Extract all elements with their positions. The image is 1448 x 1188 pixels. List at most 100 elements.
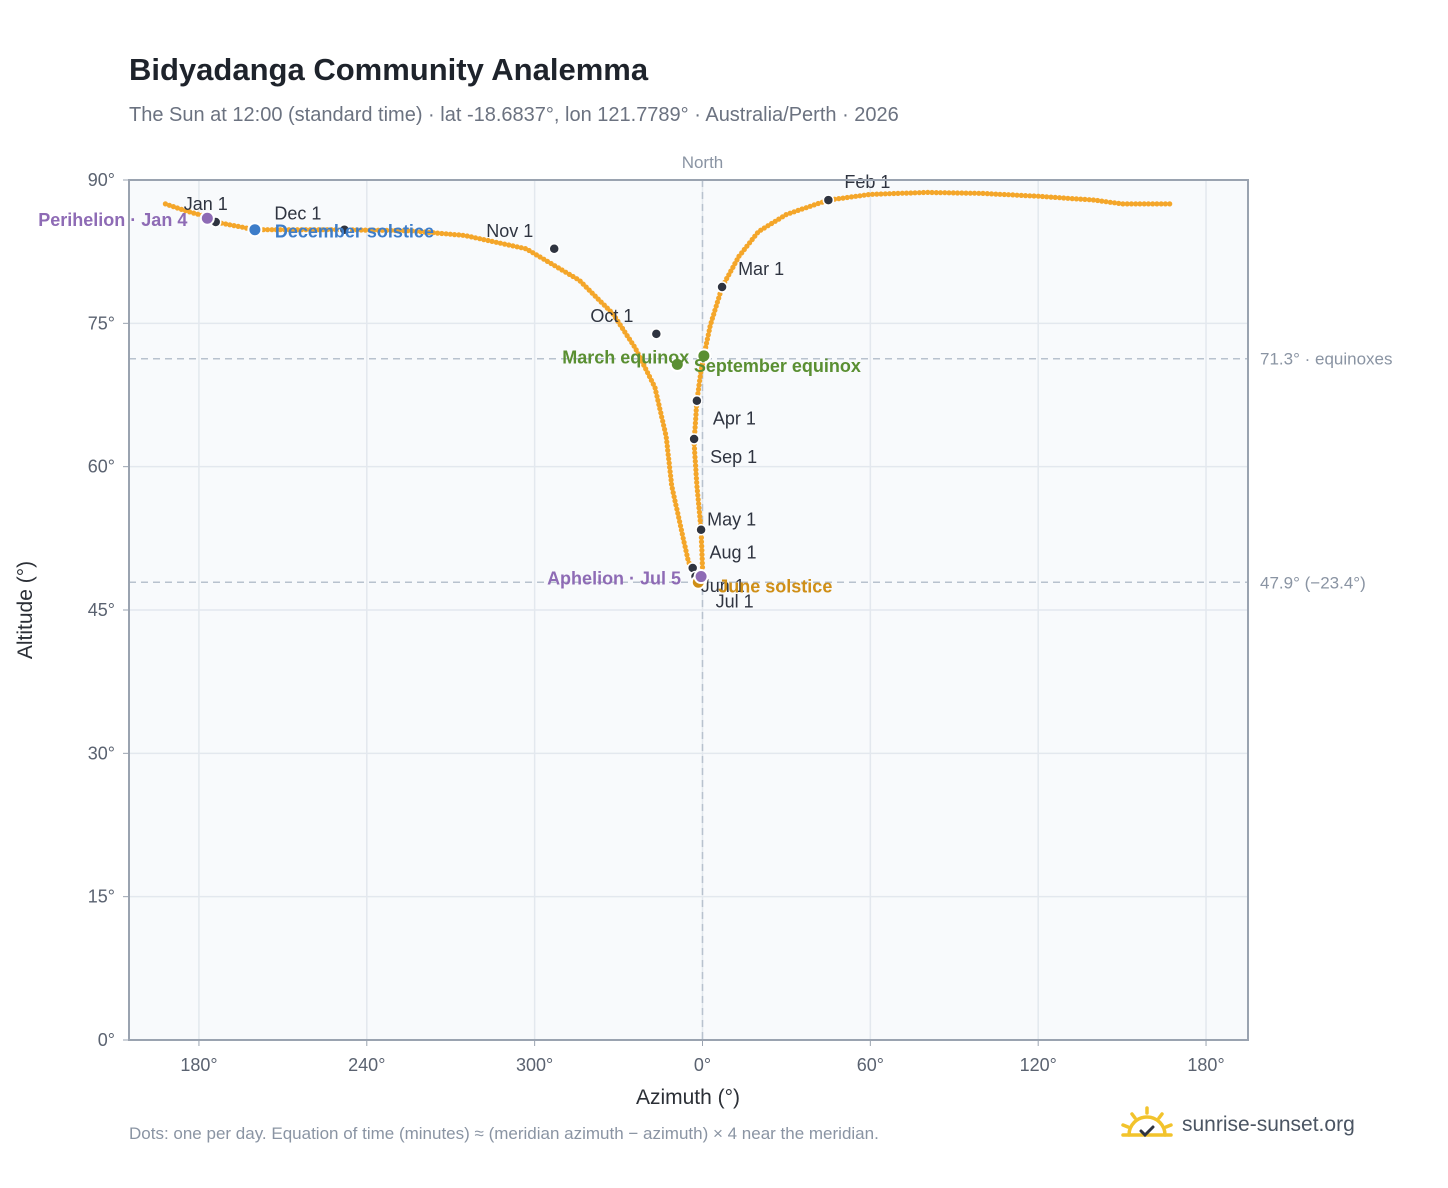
day-dot bbox=[815, 200, 821, 207]
month-label: Aug 1 bbox=[709, 543, 756, 563]
day-dot bbox=[191, 210, 197, 216]
day-dot bbox=[1065, 195, 1071, 201]
day-dot bbox=[333, 227, 339, 233]
day-dot bbox=[1069, 196, 1075, 202]
day-dot bbox=[712, 307, 718, 313]
day-dot bbox=[693, 416, 699, 422]
month-label: Sep 1 bbox=[710, 447, 757, 467]
event-marker bbox=[696, 348, 712, 364]
month-label: Apr 1 bbox=[713, 409, 756, 429]
chart-title: Bidyadanga Community Analemma bbox=[129, 52, 649, 87]
day-dot bbox=[695, 390, 701, 397]
day-dot bbox=[714, 299, 721, 305]
day-dot bbox=[971, 190, 978, 196]
day-dot bbox=[657, 406, 663, 412]
month-label: Oct 1 bbox=[590, 306, 633, 326]
day-dot bbox=[706, 328, 712, 334]
north-label: North bbox=[682, 153, 724, 172]
reference-line-label: 71.3° · equinoxes bbox=[1260, 350, 1393, 369]
day-dot bbox=[807, 203, 813, 209]
day-dot bbox=[235, 223, 241, 229]
day-dot bbox=[668, 473, 674, 479]
day-dot bbox=[695, 386, 702, 392]
day-dot bbox=[650, 381, 656, 387]
day-dot bbox=[697, 374, 703, 380]
day-dot bbox=[698, 369, 704, 375]
day-dot bbox=[493, 239, 499, 245]
month-label: Jun 1 bbox=[701, 576, 745, 596]
day-dot bbox=[265, 227, 271, 233]
day-dot bbox=[656, 402, 662, 408]
month-label: Jul 1 bbox=[716, 591, 754, 611]
day-dot bbox=[663, 435, 669, 441]
day-dot bbox=[696, 501, 702, 507]
day-dot bbox=[665, 447, 671, 453]
day-dot bbox=[865, 192, 871, 198]
day-dot bbox=[693, 463, 699, 469]
day-dot bbox=[967, 190, 973, 196]
y-tick-label: 75° bbox=[88, 313, 115, 333]
day-dot bbox=[946, 190, 952, 196]
day-dot bbox=[708, 319, 714, 326]
day-dot bbox=[1116, 200, 1122, 206]
day-dot bbox=[506, 242, 512, 248]
day-dot bbox=[413, 228, 419, 234]
x-tick-label: 300° bbox=[516, 1055, 553, 1075]
day-dot bbox=[693, 467, 699, 473]
day-dot bbox=[1141, 201, 1147, 207]
day-dot bbox=[993, 191, 999, 197]
day-dot bbox=[698, 539, 705, 545]
brand-name[interactable]: sunrise-sunset.org bbox=[1182, 1113, 1355, 1136]
day-dot bbox=[1128, 201, 1134, 207]
x-axis-label: Azimuth (°) bbox=[636, 1086, 740, 1109]
chart-subtitle: The Sun at 12:00 (standard time) · lat -… bbox=[129, 104, 899, 126]
y-tick-label: 90° bbox=[88, 170, 115, 190]
day-dot bbox=[1035, 193, 1041, 199]
day-dot bbox=[674, 506, 680, 512]
day-dot bbox=[362, 227, 368, 233]
day-dot bbox=[195, 211, 201, 217]
day-dot bbox=[497, 240, 503, 246]
day-dot bbox=[692, 429, 698, 435]
day-dot bbox=[286, 227, 292, 233]
day-dot bbox=[658, 410, 664, 416]
event-label: Perihelion · Jan 4 bbox=[38, 210, 187, 230]
day-dot bbox=[954, 190, 961, 196]
day-dot bbox=[697, 518, 703, 524]
day-dot bbox=[239, 224, 245, 230]
day-dot bbox=[699, 547, 705, 553]
day-dot bbox=[695, 492, 701, 498]
day-dot bbox=[699, 556, 705, 562]
day-dot bbox=[320, 227, 326, 233]
day-dot bbox=[912, 190, 918, 196]
y-tick-label: 0° bbox=[98, 1030, 115, 1050]
day-dot bbox=[933, 190, 939, 196]
day-dot bbox=[1158, 201, 1164, 207]
day-dot bbox=[405, 228, 411, 234]
day-dot bbox=[698, 535, 705, 541]
day-dot bbox=[1103, 199, 1109, 205]
x-tick-label: 240° bbox=[348, 1055, 385, 1075]
day-dot bbox=[882, 191, 888, 197]
day-dot bbox=[696, 505, 702, 511]
reference-lines: North 71.3° · equinoxes 47.9° (−23.4°) bbox=[129, 153, 1393, 1040]
day-dot bbox=[1001, 191, 1007, 198]
day-dot bbox=[679, 531, 685, 537]
day-dot bbox=[379, 227, 385, 233]
day-dot bbox=[664, 439, 670, 445]
day-dot bbox=[277, 227, 283, 233]
day-dot bbox=[311, 227, 317, 233]
day-dot bbox=[443, 231, 449, 237]
day-dot bbox=[472, 235, 479, 241]
month-marker bbox=[688, 433, 700, 445]
day-dot bbox=[844, 194, 850, 201]
day-dot bbox=[662, 431, 669, 437]
day-dot bbox=[358, 227, 364, 233]
sun-logo-icon bbox=[1121, 1106, 1173, 1138]
day-dot bbox=[959, 190, 965, 196]
brand[interactable]: sunrise-sunset.org bbox=[1120, 1102, 1355, 1148]
day-dot bbox=[925, 189, 931, 195]
day-dot bbox=[695, 496, 701, 503]
day-dot bbox=[1078, 196, 1084, 202]
day-dot bbox=[409, 228, 415, 234]
